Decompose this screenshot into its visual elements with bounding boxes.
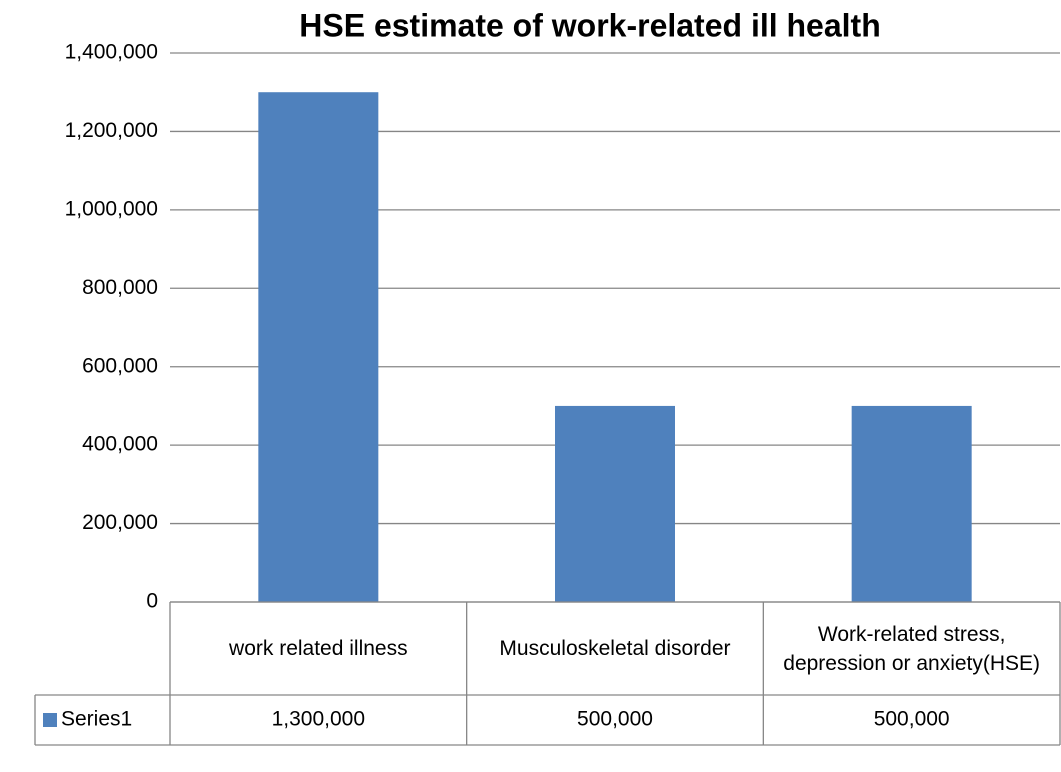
y-tick-label: 400,000 [82,433,158,456]
x-tick-label: work related illness [229,637,408,660]
y-tick-label: 1,400,000 [65,41,158,64]
legend-key [43,713,57,727]
data-table-value: 500,000 [874,708,950,731]
y-tick-label: 0 [146,590,158,613]
data-table-value: 500,000 [577,708,653,731]
bar [258,92,379,602]
bar [555,405,675,602]
data-table-value: 1,300,000 [272,708,365,731]
legend-label: Series1 [61,708,132,731]
y-tick-label: 800,000 [82,276,158,299]
x-tick-label: Work-related stress, depression or anxie… [783,622,1041,675]
y-tick-label: 1,000,000 [65,197,158,220]
chart-title: HSE estimate of work-related ill health [299,7,880,43]
y-tick-label: 600,000 [82,354,158,377]
x-tick-label: Musculoskeletal disorder [499,637,731,660]
y-tick-label: 1,200,000 [65,119,158,142]
y-tick-label: 200,000 [82,511,158,534]
bar [851,405,972,602]
